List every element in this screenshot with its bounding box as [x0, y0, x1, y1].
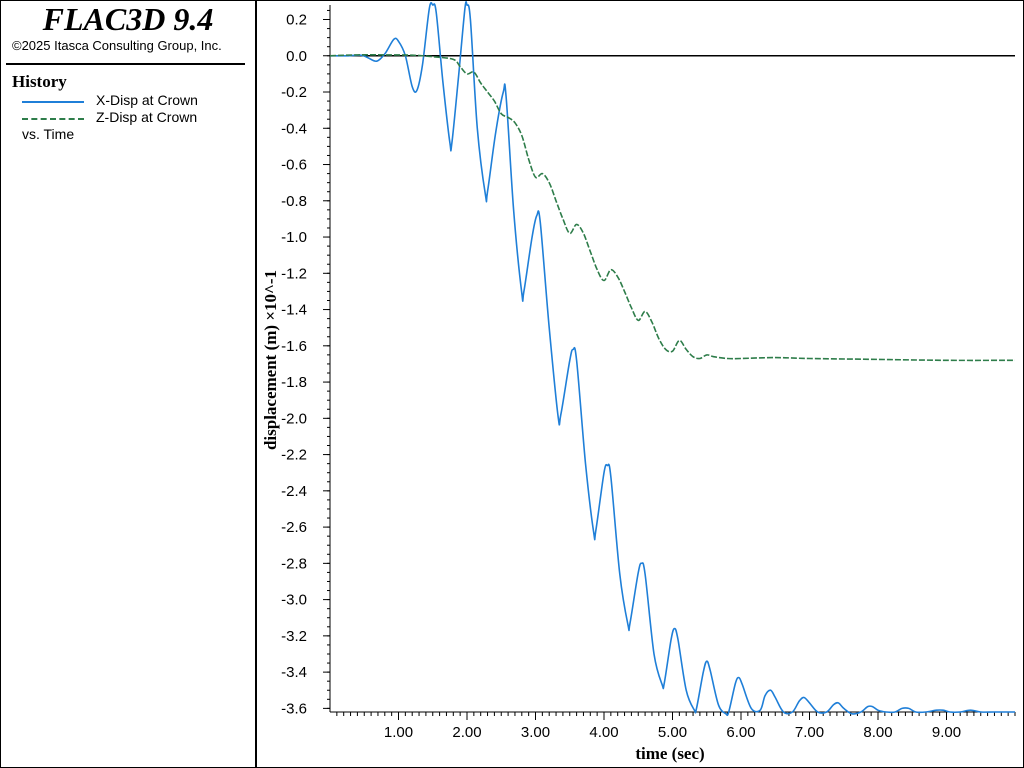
y-tick-label: -3.6: [281, 700, 307, 717]
legend-heading: History: [12, 72, 67, 91]
y-tick-label: 0.2: [286, 12, 307, 29]
x-tick-label: 9.00: [932, 724, 961, 741]
legend-swatch-z-disp: [22, 118, 84, 120]
x-tick-label: 2.00: [452, 724, 481, 741]
legend-label-z-disp: Z-Disp at Crown: [96, 109, 198, 125]
y-axis-title: displacement (m) ×10^-1: [261, 270, 280, 450]
copyright-text: ©2025 Itasca Consulting Group, Inc.: [12, 38, 222, 53]
header-divider: [6, 63, 245, 65]
y-tick-label: -0.6: [281, 157, 307, 174]
x-tick-label: 7.00: [795, 724, 824, 741]
x-tick-label: 3.00: [521, 724, 550, 741]
x-tick-label: 1.00: [384, 724, 413, 741]
y-tick-label: -3.2: [281, 628, 307, 645]
series-line-z-disp-at-crown: [329, 53, 1016, 362]
y-tick-label: -3.4: [281, 664, 307, 681]
legend-swatch-x-disp: [22, 101, 84, 103]
y-tick-label: -1.0: [281, 229, 307, 246]
y-tick-label: -0.8: [281, 193, 307, 210]
y-tick-label: -2.0: [281, 410, 307, 427]
y-tick-label: 0.0: [286, 48, 307, 65]
y-tick-label: -1.4: [281, 302, 307, 319]
y-tick-label: -1.2: [281, 265, 307, 282]
x-minor-ticks: [336, 712, 1016, 716]
legend-vs-label: vs. Time: [22, 126, 75, 142]
y-tick-label: -2.4: [281, 483, 307, 500]
y-tick-label: -2.2: [281, 447, 307, 464]
y-tick-label: -0.4: [281, 120, 307, 137]
app-title: FLAC3D 9.4: [42, 1, 214, 37]
series-layer: [329, 1, 1016, 717]
y-tick-label: -2.6: [281, 519, 307, 536]
x-tick-label: 6.00: [726, 724, 755, 741]
y-tick-label: -1.8: [281, 374, 307, 391]
x-tick-label: 5.00: [658, 724, 687, 741]
y-tick-label: -0.2: [281, 84, 307, 101]
x-axis-title: time (sec): [635, 744, 704, 763]
y-tick-label: -3.0: [281, 592, 307, 609]
panel-divider: [255, 0, 257, 768]
series-line-x-disp-at-crown: [330, 1, 1015, 717]
x-axis-ticks: 1.00 2.00 3.00 4.00 5.00 6.00 7.00 8.00 9.00: [384, 712, 961, 741]
y-tick-label: -2.8: [281, 555, 307, 572]
x-tick-label: 4.00: [589, 724, 618, 741]
y-tick-label: -1.6: [281, 338, 307, 355]
x-tick-label: 8.00: [863, 724, 892, 741]
legend-label-x-disp: X-Disp at Crown: [96, 92, 198, 108]
y-axis-ticks: 0.2 0.0 -0.2 -0.4 -0.6 -0.8 -1.0 -1.2 -1.4 -1.6 -1…: [281, 12, 330, 717]
